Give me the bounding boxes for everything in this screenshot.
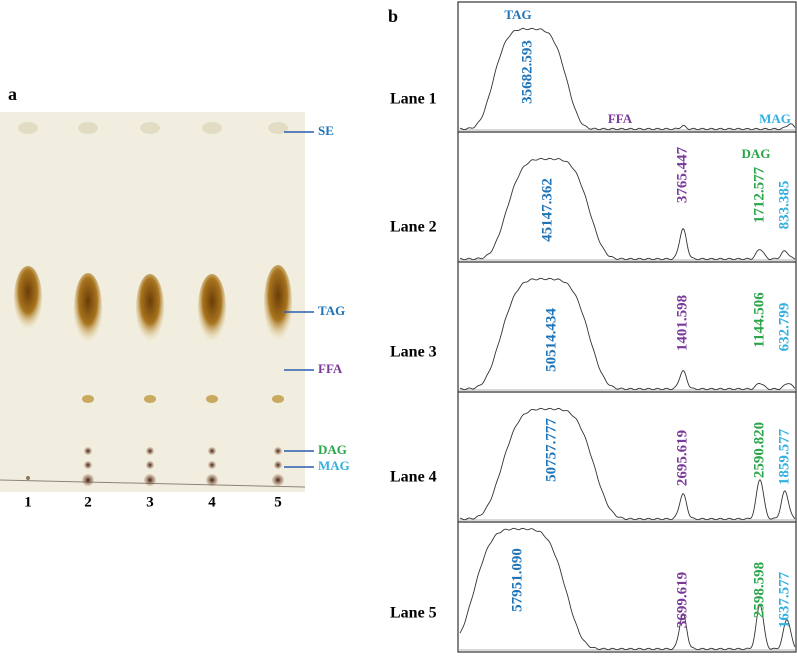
peak-area: 3765.447 [674,146,690,203]
peak-area: 1712.577 [751,166,767,223]
se-spot [18,122,38,134]
band-label: DAG [318,442,347,457]
band-label: MAG [318,458,350,473]
tag-spot [14,266,42,330]
peak-area: 1637.577 [776,571,792,628]
peak-area: 2598.598 [751,562,767,618]
lane-label: Lane 2 [390,219,437,236]
mag-spot [208,461,216,469]
peak-area: 50757.777 [543,418,559,482]
mag-spot [274,461,282,469]
band-label: FFA [318,361,343,376]
tag-spot [264,265,292,341]
origin-spot [206,474,218,486]
se-spot [140,122,160,134]
origin-spot [82,474,94,486]
origin-spot [272,474,284,486]
peak-area: 50514.434 [543,308,559,372]
se-spot [268,122,288,134]
ffa-spot [206,395,218,403]
band-label: TAG [318,303,345,318]
mag-spot [84,461,92,469]
origin-spot [26,476,30,480]
ffa-spot [82,395,94,403]
lane-number: 2 [84,494,92,510]
tag-spot [198,274,226,342]
densitometry-trace [459,277,796,391]
peak-annotation: FFA [608,111,633,126]
peak-area: 1401.598 [674,295,690,351]
lane-number: 1 [24,494,32,510]
panel-label: b [388,6,398,26]
peak-area: 57951.090 [509,548,525,612]
peak-area: 35682.593 [519,40,535,104]
dag-spot [274,447,282,455]
lane-number: 3 [146,494,154,510]
tag-spot [136,274,164,342]
dag-spot [84,447,92,455]
peak-area: 833.385 [776,181,792,230]
peak-annotation: TAG [504,7,531,22]
densitometry-trace [459,27,796,131]
tag-spot [74,273,102,343]
band-label: SE [318,123,334,138]
lane-label: Lane 4 [390,469,437,486]
peak-area: 3699.619 [674,572,690,628]
peak-area: 2695.619 [674,430,690,486]
lane-label: Lane 5 [390,605,437,622]
ffa-spot [272,395,284,403]
peak-area: 632.799 [776,303,792,352]
lane-number: 4 [208,494,216,510]
origin-spot [144,474,156,486]
densitometry-trace [459,157,796,261]
se-spot [78,122,98,134]
densitometry-trace [459,527,796,651]
lane-number: 5 [274,494,282,510]
peak-area: 1144.506 [751,292,767,348]
dag-spot [146,447,154,455]
peak-annotation: DAG [742,146,771,161]
peak-area: 1859.577 [776,428,792,485]
peak-area: 45147.362 [539,178,555,242]
ffa-spot [144,395,156,403]
lane-label: Lane 1 [390,91,437,108]
densitometry-trace [459,407,796,521]
lane-label: Lane 3 [390,344,437,361]
panel-label: a [8,84,17,104]
se-spot [202,122,222,134]
peak-area: 2590.820 [751,422,767,478]
peak-annotation: MAG [759,111,791,126]
trace-frame [457,1,797,653]
dag-spot [208,447,216,455]
mag-spot [146,461,154,469]
